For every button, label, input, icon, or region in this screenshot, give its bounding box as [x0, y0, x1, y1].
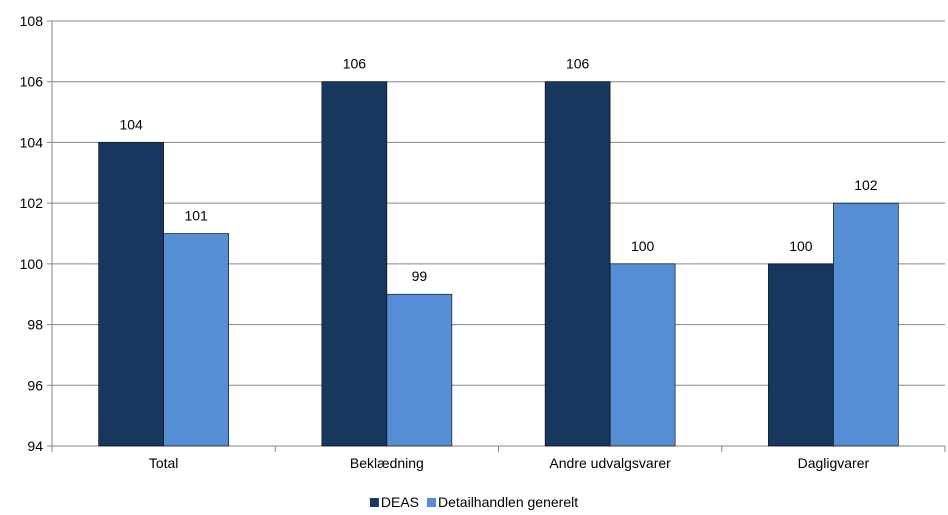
legend-item: DEAS [369, 494, 419, 510]
legend-label: DEAS [381, 494, 419, 510]
y-tick-label: 94 [27, 438, 43, 454]
bar-deas-2 [544, 81, 611, 447]
y-tick-label: 106 [20, 74, 44, 90]
x-category-label: Andre udvalgsvarer [549, 455, 671, 471]
data-label: 101 [184, 208, 208, 224]
y-tick-label: 96 [27, 377, 43, 393]
legend: DEAS Detailhandlen generelt [369, 494, 578, 510]
bar-deas-1 [321, 81, 388, 447]
bar-deas-0 [98, 142, 164, 447]
y-tick-label: 102 [20, 195, 44, 211]
labels-layer: 104 101 106 99 106 100 100 102 [119, 56, 877, 285]
y-tick-label: 108 [20, 13, 44, 29]
legend-item: Detailhandlen generelt [427, 494, 578, 510]
x-category-label: Total [149, 455, 179, 471]
x-category-label: Beklædning [350, 455, 424, 471]
data-label: 106 [343, 56, 367, 72]
data-label: 104 [119, 116, 143, 132]
legend-swatch [427, 498, 437, 507]
y-tick-label: 100 [20, 256, 44, 272]
bars-layer [98, 81, 899, 447]
data-label: 106 [566, 56, 590, 72]
bar-detailhandlen-3 [833, 202, 899, 447]
data-label: 99 [412, 268, 428, 284]
bar-deas-3 [768, 263, 834, 447]
x-category-label: Dagligvarer [798, 455, 870, 471]
data-label: 102 [854, 177, 878, 193]
bar-detailhandlen-2 [609, 263, 676, 447]
y-tick-label: 98 [27, 317, 43, 333]
y-tick-label: 104 [20, 134, 44, 150]
legend-label: Detailhandlen generelt [438, 494, 578, 510]
data-label: 100 [631, 238, 655, 254]
data-label: 100 [789, 238, 813, 254]
bar-detailhandlen-1 [386, 293, 453, 447]
legend-swatch [369, 498, 379, 507]
bar-detailhandlen-0 [163, 233, 229, 447]
